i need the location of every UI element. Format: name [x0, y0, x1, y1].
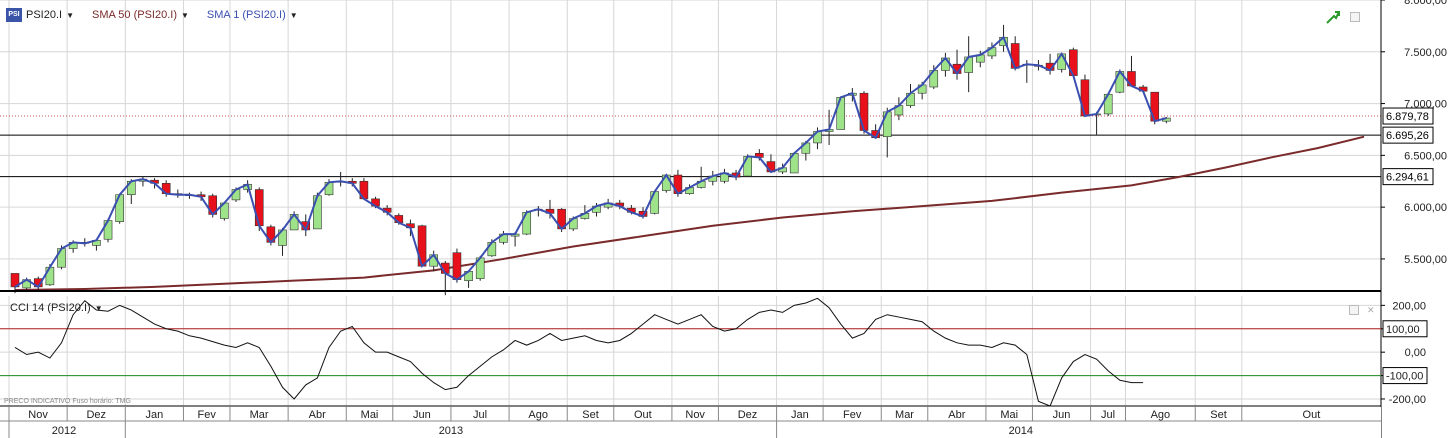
month-label: Out: [634, 409, 652, 421]
cci-band-box: [1382, 320, 1428, 338]
reference-value-box: [1382, 168, 1434, 186]
chevron-down-icon: ▼: [94, 303, 103, 313]
close-icon[interactable]: ✕: [1367, 304, 1375, 315]
price-ytick-label: 5.500,00: [1404, 254, 1447, 266]
reference-value-label: 6.879,78: [1386, 111, 1429, 123]
cci-ytick-label: 100,00: [1386, 324, 1420, 336]
maximize-icon[interactable]: [1350, 12, 1360, 22]
cci-ytick-label: 0,00: [1405, 347, 1426, 359]
psi-logo-icon: PSI: [6, 8, 22, 22]
price-ytick-label: 7.500,00: [1404, 47, 1447, 59]
month-label: Mar: [895, 409, 914, 421]
month-label: Jul: [473, 409, 487, 421]
cci-line: [14, 297, 1144, 407]
candle-body: [45, 266, 55, 286]
candle-body: [452, 252, 462, 280]
year-label: 2014: [1009, 425, 1033, 437]
price-ytick-label: 6.000,00: [1404, 202, 1447, 214]
candle-body: [487, 242, 497, 257]
month-label: Out: [1303, 409, 1321, 421]
sma1-label: SMA 1 (PSI20.I): [206, 9, 286, 21]
cci-ytick-label: -100,00: [1386, 371, 1423, 383]
symbol-label: PSI20.I: [26, 9, 63, 21]
price-ytick-label: 6.500,00: [1404, 150, 1447, 162]
month-label: Fev: [843, 409, 862, 421]
reference-value-label: 6.294,61: [1386, 172, 1429, 184]
month-label: Jun: [413, 409, 431, 421]
month-label: Mai: [1000, 409, 1018, 421]
top-right-controls: [1326, 10, 1360, 24]
trend-up-icon[interactable]: [1326, 10, 1340, 24]
month-label: Ago: [1151, 409, 1171, 421]
candle-body: [859, 92, 869, 131]
candle-body: [1150, 91, 1160, 122]
month-label: Mar: [250, 409, 269, 421]
reference-value-box: [1382, 126, 1434, 144]
month-label: Jun: [1053, 409, 1071, 421]
year-label: 2012: [52, 425, 76, 437]
reference-value-label: 6.695,26: [1386, 130, 1429, 142]
month-label: Jan: [791, 409, 809, 421]
month-label: Set: [582, 409, 599, 421]
candle-body: [254, 189, 264, 227]
chevron-down-icon: ▼: [289, 10, 298, 20]
chevron-down-icon: ▼: [180, 10, 189, 20]
candle-body: [1080, 79, 1090, 117]
sma50-line: [14, 135, 1365, 291]
candle-body: [313, 195, 322, 230]
chart-legend: PSI PSI20.I ▼ SMA 50 (PSI20.I) ▼ SMA 1 (…: [6, 8, 298, 22]
candle-body: [1010, 43, 1020, 69]
cci-selector[interactable]: CCI 14 (PSI20.I) ▼: [10, 302, 103, 314]
month-label: Abr: [948, 409, 965, 421]
cci-band-box: [1382, 367, 1428, 385]
month-label: Jan: [146, 409, 164, 421]
sma50-selector[interactable]: SMA 50 (PSI20.I) ▼: [92, 9, 189, 21]
cci-label: CCI 14 (PSI20.I): [10, 302, 91, 314]
month-label: Mai: [361, 409, 379, 421]
symbol-selector[interactable]: PSI PSI20.I ▼: [6, 8, 74, 22]
cci-controls: ✕: [1349, 305, 1375, 315]
month-label: Nov: [685, 409, 705, 421]
reference-value-box: [1382, 107, 1434, 125]
candle-body: [882, 111, 892, 138]
month-label: Dez: [738, 409, 758, 421]
month-label: Ago: [528, 409, 548, 421]
chevron-down-icon: ▼: [66, 10, 74, 20]
sma50-label: SMA 50 (PSI20.I): [92, 9, 177, 21]
sma1-line: [14, 35, 1167, 289]
month-label: Jul: [1101, 409, 1115, 421]
month-label: Fev: [198, 409, 217, 421]
candle-body: [231, 189, 241, 201]
candle-body: [650, 191, 659, 214]
month-label: Set: [1210, 409, 1227, 421]
cci-ytick-label: 200,00: [1392, 300, 1426, 312]
sma1-selector[interactable]: SMA 1 (PSI20.I) ▼: [207, 9, 298, 21]
cci-ytick-label: -200,00: [1389, 394, 1426, 406]
footnote: PRECO INDICATIVO Fuso horário: TMG: [4, 398, 131, 405]
year-label: 2013: [439, 425, 463, 437]
price-ytick-label: 8.000,00: [1404, 0, 1447, 7]
month-label: Dez: [86, 409, 106, 421]
maximize-icon[interactable]: [1349, 305, 1359, 315]
month-label: Nov: [28, 409, 48, 421]
month-label: Abr: [309, 409, 326, 421]
